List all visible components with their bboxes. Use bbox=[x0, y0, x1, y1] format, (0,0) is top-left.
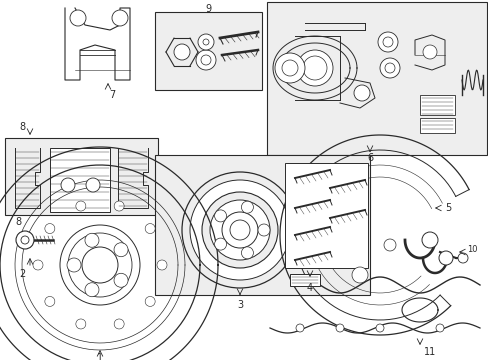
Text: 1: 1 bbox=[97, 353, 103, 360]
Circle shape bbox=[196, 50, 216, 70]
Circle shape bbox=[114, 319, 124, 329]
Text: 6: 6 bbox=[366, 153, 372, 163]
Bar bbox=[419, 95, 454, 115]
Text: 2: 2 bbox=[19, 269, 25, 279]
Bar bbox=[155, 12, 262, 90]
Circle shape bbox=[85, 233, 99, 247]
Text: 11: 11 bbox=[423, 347, 435, 357]
Circle shape bbox=[114, 243, 128, 257]
Circle shape bbox=[303, 56, 326, 80]
Circle shape bbox=[203, 39, 208, 45]
Circle shape bbox=[70, 10, 86, 26]
Bar bbox=[5, 138, 158, 215]
Circle shape bbox=[67, 258, 81, 272]
Bar bbox=[266, 2, 486, 155]
Circle shape bbox=[85, 283, 99, 297]
Circle shape bbox=[421, 232, 437, 248]
Circle shape bbox=[351, 267, 367, 283]
Circle shape bbox=[202, 192, 278, 268]
Circle shape bbox=[457, 253, 467, 263]
Circle shape bbox=[182, 172, 297, 288]
Bar bbox=[50, 148, 110, 212]
Text: 10: 10 bbox=[466, 246, 476, 255]
Text: 3: 3 bbox=[237, 300, 243, 310]
Circle shape bbox=[68, 233, 132, 297]
Circle shape bbox=[438, 251, 452, 265]
Text: 8: 8 bbox=[15, 217, 21, 227]
Text: 9: 9 bbox=[204, 4, 211, 14]
Circle shape bbox=[241, 201, 253, 213]
Circle shape bbox=[60, 225, 140, 305]
Circle shape bbox=[229, 220, 249, 240]
Circle shape bbox=[274, 53, 305, 83]
Circle shape bbox=[145, 224, 155, 234]
Circle shape bbox=[198, 34, 214, 50]
Bar bbox=[155, 155, 369, 295]
Text: 7: 7 bbox=[109, 90, 115, 100]
Circle shape bbox=[379, 58, 399, 78]
Circle shape bbox=[222, 212, 258, 248]
Text: 8: 8 bbox=[19, 122, 25, 132]
Circle shape bbox=[45, 224, 55, 234]
Circle shape bbox=[241, 247, 253, 259]
Circle shape bbox=[435, 324, 443, 332]
Circle shape bbox=[76, 319, 86, 329]
Circle shape bbox=[114, 273, 128, 287]
Circle shape bbox=[114, 201, 124, 211]
Circle shape bbox=[145, 296, 155, 306]
Circle shape bbox=[21, 236, 29, 244]
Circle shape bbox=[295, 324, 304, 332]
Circle shape bbox=[82, 247, 118, 283]
Circle shape bbox=[112, 10, 128, 26]
Circle shape bbox=[375, 324, 383, 332]
Circle shape bbox=[383, 239, 395, 251]
Circle shape bbox=[209, 200, 269, 260]
Circle shape bbox=[61, 178, 75, 192]
Circle shape bbox=[214, 238, 226, 250]
Circle shape bbox=[384, 63, 394, 73]
Circle shape bbox=[282, 60, 297, 76]
Circle shape bbox=[190, 180, 289, 280]
Bar bbox=[419, 118, 454, 133]
Text: 5: 5 bbox=[444, 203, 450, 213]
Circle shape bbox=[33, 260, 43, 270]
Circle shape bbox=[353, 85, 369, 101]
Circle shape bbox=[45, 296, 55, 306]
Circle shape bbox=[296, 50, 332, 86]
Circle shape bbox=[335, 324, 343, 332]
Bar bbox=[285, 163, 367, 268]
Circle shape bbox=[422, 45, 436, 59]
Text: 4: 4 bbox=[306, 283, 312, 293]
Bar bbox=[289, 274, 319, 286]
Circle shape bbox=[214, 210, 226, 222]
Circle shape bbox=[201, 55, 210, 65]
Circle shape bbox=[258, 224, 269, 236]
Circle shape bbox=[86, 178, 100, 192]
Circle shape bbox=[382, 37, 392, 47]
Circle shape bbox=[16, 231, 34, 249]
Circle shape bbox=[174, 44, 190, 60]
Circle shape bbox=[157, 260, 167, 270]
Circle shape bbox=[76, 201, 86, 211]
Circle shape bbox=[377, 32, 397, 52]
